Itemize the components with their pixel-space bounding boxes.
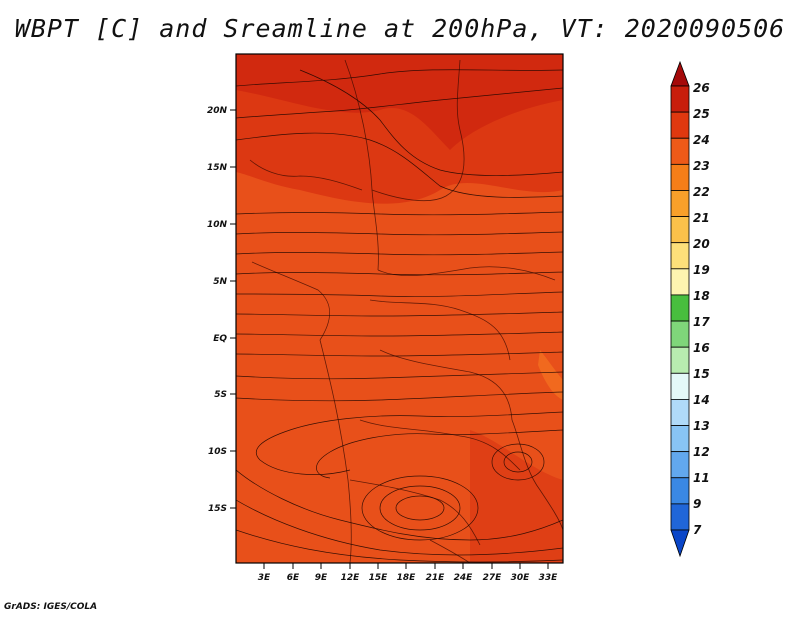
- colorbar-swatch: [670, 242, 690, 270]
- colorbar-bottom-triangle: [670, 529, 690, 558]
- colorbar-label: 16: [693, 341, 710, 355]
- map-title: WBPT [C] and Sreamline at 200hPa, VT: 20…: [14, 14, 786, 43]
- colorbar-swatch: [670, 294, 690, 322]
- lon-tick-label: 18E: [397, 573, 417, 583]
- colorbar-swatch: [670, 346, 690, 374]
- colorbar-label: 24: [693, 133, 710, 147]
- lon-tick-label: 33E: [539, 573, 559, 583]
- colorbar-label: 22: [693, 185, 710, 199]
- colorbar-swatch: [670, 425, 690, 453]
- lon-tick-label: 30E: [511, 573, 531, 583]
- colorbar-label: 26: [693, 81, 710, 95]
- colorbar-boxes: [670, 85, 690, 531]
- lon-tick-label: 3E: [258, 573, 271, 583]
- colorbar-label: 12: [693, 445, 710, 459]
- lon-tick-label: 15E: [369, 573, 389, 583]
- colorbar-label: 7: [693, 523, 702, 537]
- colorbar-label: 9: [693, 497, 701, 511]
- lat-tick-label: 10N: [207, 220, 228, 230]
- grads-credit: GrADS: IGES/COLA: [4, 602, 98, 612]
- lat-axis: 20N 15N 10N 5N EQ 5S 10S 15S: [207, 106, 236, 514]
- lon-tick-label: 21E: [426, 573, 446, 583]
- lat-tick-label: 15S: [208, 504, 227, 514]
- colorbar-swatch: [670, 85, 690, 113]
- map-frame: [235, 53, 564, 564]
- colorbar-label: 25: [693, 107, 710, 121]
- colorbar-label: 23: [693, 159, 710, 173]
- colorbar-swatch: [670, 503, 690, 531]
- map-panel: [236, 54, 563, 563]
- colorbar-label: 14: [693, 393, 710, 407]
- colorbar-top-triangle: [670, 60, 690, 87]
- colorbar-swatch: [670, 451, 690, 479]
- colorbar-label: 11: [693, 471, 710, 485]
- lat-tick-label: 5N: [213, 277, 227, 287]
- lat-tick-label: EQ: [213, 334, 227, 344]
- lon-tick-label: 12E: [341, 573, 361, 583]
- colorbar-label: 13: [693, 419, 710, 433]
- lon-tick-label: 24E: [454, 573, 474, 583]
- lon-tick-label: 27E: [483, 573, 503, 583]
- wbpt-warm-zone-east: [470, 430, 563, 563]
- country-borders: [249, 59, 563, 563]
- colorbar-swatch: [670, 268, 690, 296]
- colorbar-swatch: [670, 399, 690, 426]
- lon-axis: 3E 6E 9E 12E 15E 18E 21E 24E 27E 30E 33E: [258, 563, 558, 583]
- lat-tick-label: 5S: [214, 390, 227, 400]
- wbpt-cool-zone-coast: [538, 350, 563, 400]
- colorbar-swatch: [670, 477, 690, 505]
- colorbar-swatch: [670, 372, 690, 400]
- colorbar-label: 20: [693, 237, 710, 251]
- lon-tick-label: 9E: [315, 573, 328, 583]
- colorbar-swatch: [670, 216, 690, 244]
- colorbar-swatch: [670, 163, 690, 191]
- colorbar-label: 15: [693, 367, 710, 381]
- lon-tick-label: 6E: [287, 573, 300, 583]
- colorbar-swatch: [670, 137, 690, 165]
- colorbar-label: 19: [693, 263, 710, 277]
- colorbar-swatch: [670, 320, 690, 348]
- lat-tick-label: 10S: [208, 447, 227, 457]
- colorbar-swatch: [670, 111, 690, 139]
- lat-tick-label: 20N: [207, 106, 228, 116]
- colorbar-swatch: [670, 190, 690, 217]
- colorbar: 26 25 24 23 22 21 20 19 18 17 16 15 14 1…: [670, 60, 710, 558]
- lat-tick-label: 15N: [207, 163, 228, 173]
- colorbar-label: 18: [693, 289, 710, 303]
- colorbar-label: 21: [693, 211, 710, 225]
- streamlines: [236, 69, 563, 563]
- colorbar-label: 17: [693, 315, 710, 329]
